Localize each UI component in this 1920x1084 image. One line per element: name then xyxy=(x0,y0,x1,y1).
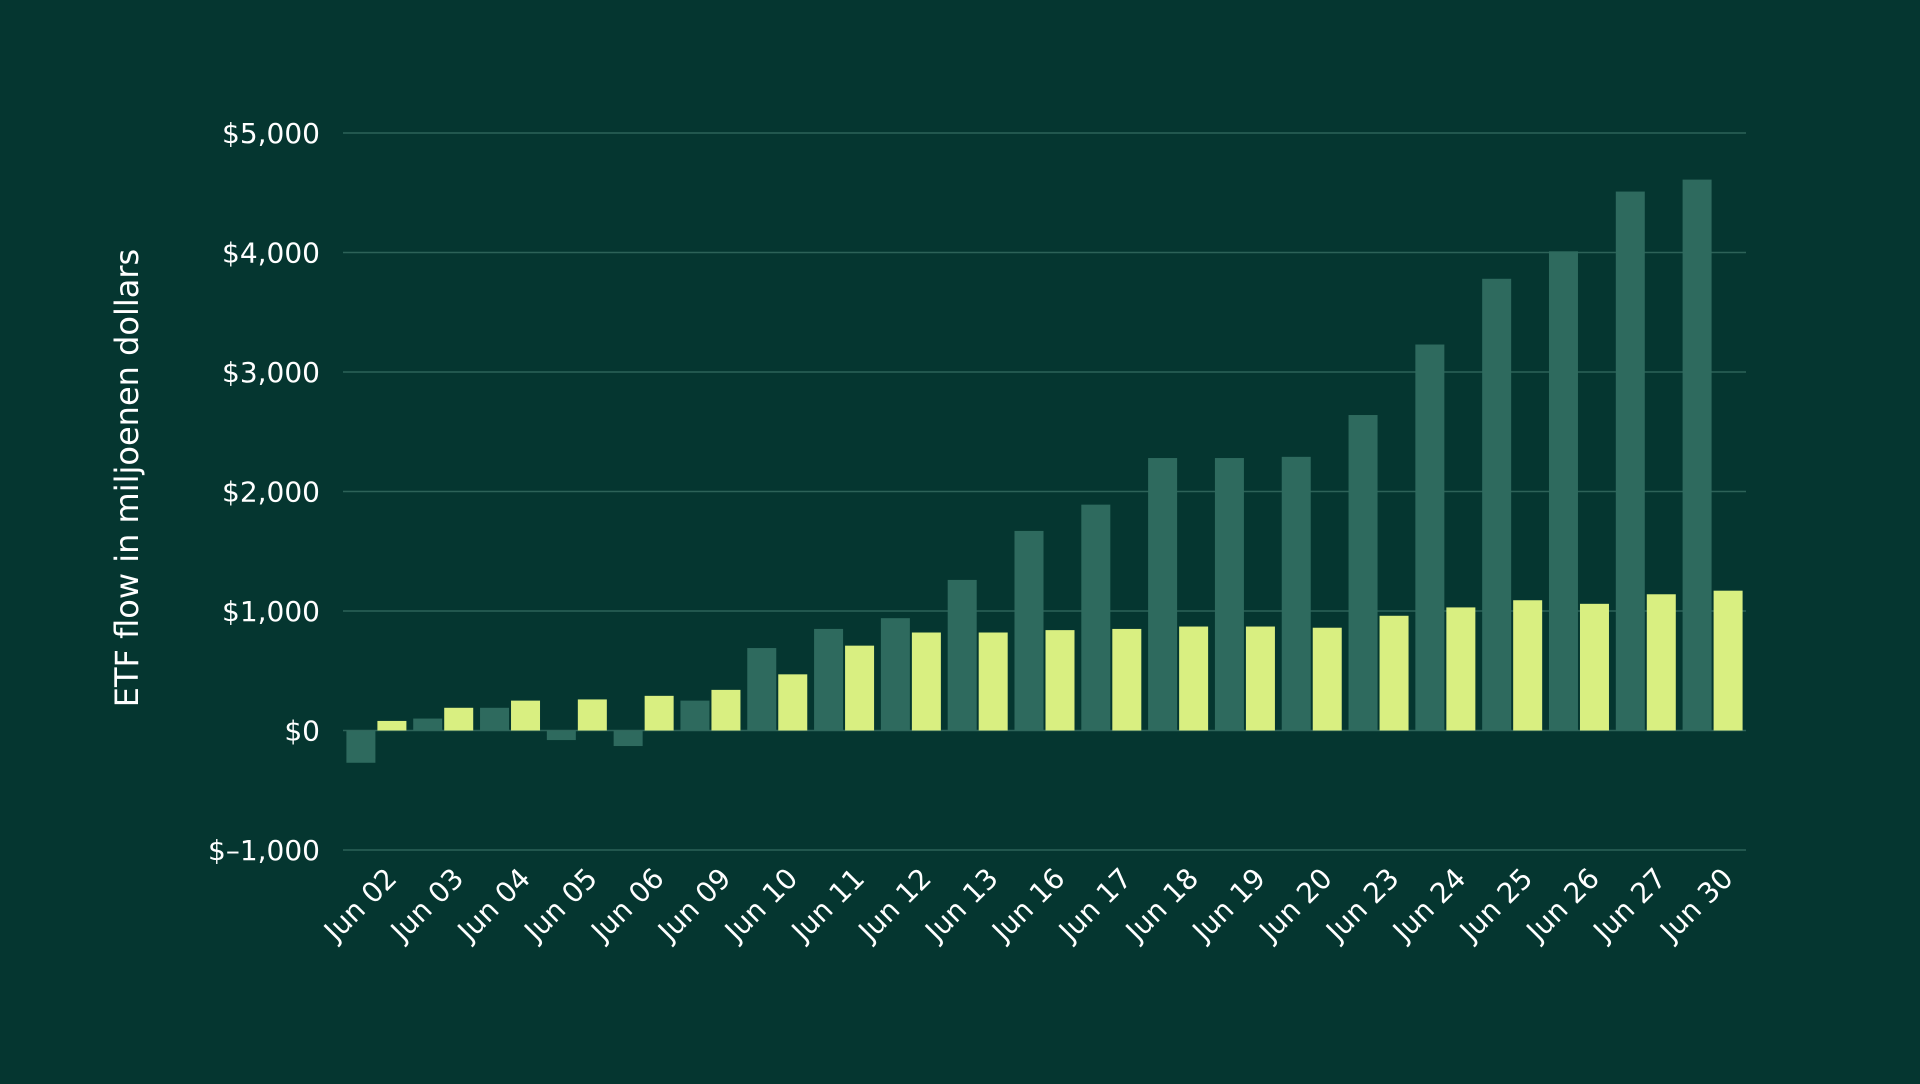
bar-series-1-jun-11 xyxy=(814,628,844,731)
bar-series-2-jun-04 xyxy=(511,700,541,731)
y-tick-label: $3,000 xyxy=(222,356,320,389)
bar-series-2-jun-30 xyxy=(1713,590,1743,731)
bar-series-2-jun-20 xyxy=(1312,627,1342,731)
bar-series-2-jun-09 xyxy=(711,689,741,731)
x-tick-label: Jun 10 xyxy=(717,862,804,949)
bar-series-2-jun-19 xyxy=(1245,626,1275,731)
x-tick-label: Jun 23 xyxy=(1318,862,1405,949)
bar-series-1-jun-25 xyxy=(1482,278,1512,731)
y-tick-label: $5,000 xyxy=(222,117,320,150)
y-tick-label: $–1,000 xyxy=(208,834,320,867)
bar-series-1-jun-16 xyxy=(1014,530,1044,731)
x-tick-label: Jun 19 xyxy=(1185,862,1272,949)
bar-series-2-jun-24 xyxy=(1446,607,1476,731)
x-tick-label: Jun 04 xyxy=(450,862,537,949)
y-tick-label: $0 xyxy=(284,715,320,748)
bar-series-1-jun-23 xyxy=(1348,415,1378,731)
bar-series-1-jun-09 xyxy=(680,700,710,731)
bar-series-1-jun-30 xyxy=(1682,179,1712,731)
x-tick-label: Jun 05 xyxy=(517,862,604,949)
x-tick-label: Jun 03 xyxy=(383,862,470,949)
x-tick-label: Jun 18 xyxy=(1118,862,1205,949)
bar-series-2-jun-26 xyxy=(1579,603,1609,731)
bar-series-1-jun-27 xyxy=(1615,191,1645,731)
x-tick-label: Jun 26 xyxy=(1519,862,1606,949)
bar-series-1-jun-10 xyxy=(747,648,777,731)
bar-series-1-jun-02 xyxy=(346,730,376,763)
bar-series-1-jun-19 xyxy=(1214,458,1244,731)
bar-series-2-jun-05 xyxy=(577,699,607,731)
x-tick-label: Jun 12 xyxy=(851,862,938,949)
x-tick-label: Jun 24 xyxy=(1385,862,1472,949)
bar-series-2-jun-17 xyxy=(1112,628,1142,731)
bar-series-2-jun-03 xyxy=(444,707,474,731)
bar-series-2-jun-16 xyxy=(1045,630,1075,731)
bar-series-2-jun-10 xyxy=(778,674,808,731)
bar-series-2-jun-13 xyxy=(978,632,1008,731)
bar-series-2-jun-02 xyxy=(377,720,407,731)
bar-series-1-jun-17 xyxy=(1081,504,1111,731)
x-tick-label: Jun 16 xyxy=(984,862,1071,949)
bar-series-1-jun-04 xyxy=(480,707,510,731)
y-tick-label: $1,000 xyxy=(222,595,320,628)
x-tick-label: Jun 13 xyxy=(917,862,1004,949)
bar-series-1-jun-26 xyxy=(1548,251,1578,731)
x-tick-label: Jun 27 xyxy=(1586,862,1673,949)
bars xyxy=(346,179,1743,763)
x-tick-label: Jun 30 xyxy=(1652,862,1739,949)
bar-series-1-jun-20 xyxy=(1281,456,1311,731)
bar-series-1-jun-13 xyxy=(947,579,977,731)
x-tick-label: Jun 20 xyxy=(1252,862,1339,949)
y-tick-label: $4,000 xyxy=(222,237,320,270)
bar-series-2-jun-23 xyxy=(1379,615,1409,731)
bar-series-2-jun-18 xyxy=(1179,626,1209,731)
bar-series-2-jun-12 xyxy=(911,632,941,731)
bar-series-1-jun-12 xyxy=(880,618,910,731)
x-tick-label: Jun 17 xyxy=(1051,862,1138,949)
bar-series-1-jun-24 xyxy=(1415,344,1445,731)
bar-series-2-jun-06 xyxy=(644,695,674,731)
bar-series-1-jun-03 xyxy=(413,718,443,731)
y-tick-labels: $–1,000 $0 $1,000 $2,000 $3,000 $4,000 $5,000 xyxy=(208,117,320,867)
x-tick-label: Jun 11 xyxy=(784,862,871,949)
bar-series-2-jun-11 xyxy=(845,645,875,731)
bar-series-2-jun-25 xyxy=(1513,600,1543,731)
x-tick-label: Jun 02 xyxy=(316,862,403,949)
gridlines xyxy=(343,132,1746,851)
x-tick-label: Jun 25 xyxy=(1452,862,1539,949)
y-tick-label: $2,000 xyxy=(222,476,320,509)
bar-series-1-jun-18 xyxy=(1148,458,1178,731)
bar-series-1-jun-06 xyxy=(613,730,643,747)
x-tick-label: Jun 09 xyxy=(650,862,737,949)
x-tick-label: Jun 06 xyxy=(583,862,670,949)
bar-series-2-jun-27 xyxy=(1646,594,1676,731)
bar-series-1-jun-05 xyxy=(546,730,576,741)
y-axis-title: ETF flow in miljoenen dollars xyxy=(108,249,146,707)
